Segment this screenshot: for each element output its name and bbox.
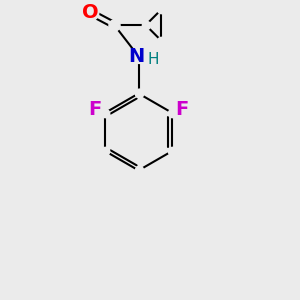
Text: F: F: [175, 100, 188, 119]
Text: H: H: [147, 52, 159, 67]
Text: O: O: [82, 3, 98, 22]
Text: N: N: [128, 47, 144, 66]
Text: F: F: [89, 100, 102, 119]
